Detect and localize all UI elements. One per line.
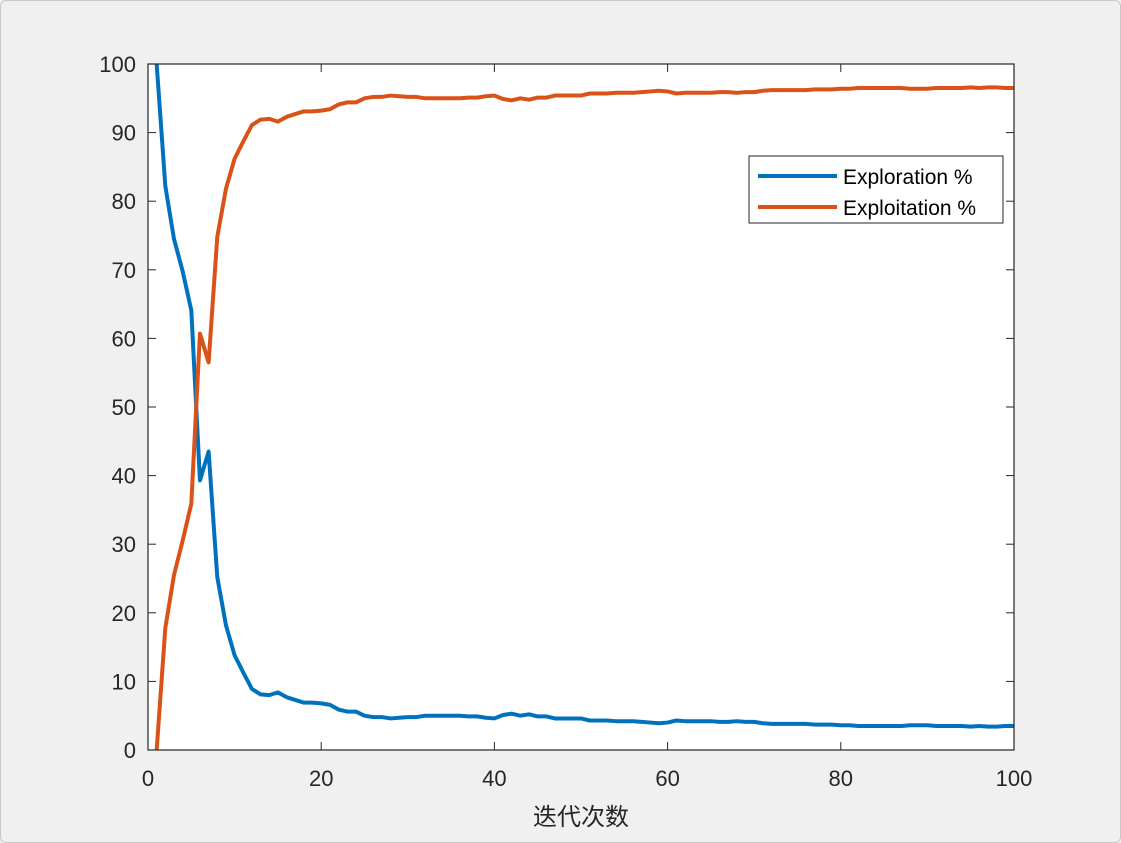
x-tick-label: 40 <box>482 766 506 791</box>
x-tick-label: 80 <box>829 766 853 791</box>
axes-box <box>147 63 1015 751</box>
y-tick-label: 10 <box>112 669 136 694</box>
y-tick-label: 100 <box>99 52 136 77</box>
y-tick-label: 90 <box>112 121 136 146</box>
series-layer <box>154 64 1014 750</box>
x-axis-title: 迭代次数 <box>533 803 629 831</box>
x-tick-label: 60 <box>655 766 679 791</box>
y-tick-label: 0 <box>124 738 136 763</box>
series-line-exploration <box>154 64 1014 729</box>
y-tick-label: 80 <box>112 189 136 214</box>
x-tick-label: 0 <box>142 766 154 791</box>
legend[interactable]: Exploration % Exploitation % <box>748 155 1004 224</box>
x-tick-label: 100 <box>996 766 1033 791</box>
y-tick-label: 20 <box>112 601 136 626</box>
y-tick-label: 30 <box>112 532 136 557</box>
legend-label: Exploration % <box>843 166 973 189</box>
series-line-exploitation <box>154 85 1014 750</box>
x-tick-label: 20 <box>309 766 333 791</box>
legend-label: Exploitation % <box>843 197 976 220</box>
tick-labels: 0 20 40 60 80 100 0 10 20 30 40 50 60 70 80 90 100 <box>99 52 1032 791</box>
y-tick-label: 40 <box>112 464 136 489</box>
y-tick-label: 60 <box>112 326 136 351</box>
legend-box <box>748 155 1004 224</box>
y-tick-label: 50 <box>112 395 136 420</box>
y-tick-label: 70 <box>112 258 136 283</box>
